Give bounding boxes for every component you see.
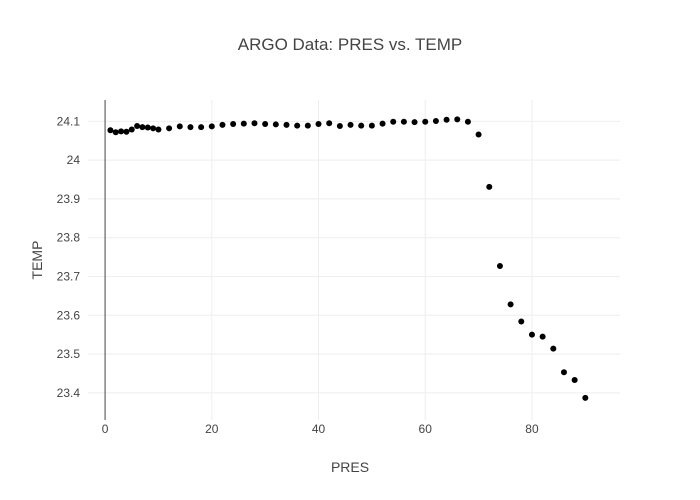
y-tick-label: 23.9 bbox=[57, 192, 81, 206]
x-tick-label: 40 bbox=[312, 422, 326, 436]
y-tick-label: 23.8 bbox=[57, 231, 81, 245]
data-point[interactable] bbox=[208, 123, 215, 130]
data-point[interactable] bbox=[326, 120, 333, 127]
data-point[interactable] bbox=[187, 124, 194, 131]
data-point[interactable] bbox=[176, 123, 183, 130]
y-tick-label: 23.7 bbox=[57, 269, 81, 283]
y-tick-label: 23.5 bbox=[57, 347, 81, 361]
data-point[interactable] bbox=[400, 118, 407, 125]
data-point[interactable] bbox=[166, 125, 173, 132]
data-point[interactable] bbox=[443, 116, 450, 123]
x-tick-label: 20 bbox=[205, 422, 219, 436]
data-point[interactable] bbox=[475, 131, 482, 138]
y-tick-label: 23.4 bbox=[57, 386, 81, 400]
data-point[interactable] bbox=[150, 125, 157, 132]
data-point[interactable] bbox=[294, 122, 301, 129]
data-point[interactable] bbox=[571, 377, 578, 384]
data-point[interactable] bbox=[528, 331, 535, 338]
data-point[interactable] bbox=[144, 124, 151, 131]
data-point[interactable] bbox=[539, 333, 546, 340]
y-tick-label: 24.1 bbox=[57, 114, 81, 128]
data-point[interactable] bbox=[139, 124, 146, 131]
data-point[interactable] bbox=[336, 122, 343, 129]
data-point[interactable] bbox=[262, 121, 269, 128]
data-point[interactable] bbox=[118, 128, 125, 135]
y-tick-label: 23.6 bbox=[57, 308, 81, 322]
chart-title: ARGO Data: PRES vs. TEMP bbox=[238, 35, 463, 54]
x-tick-label: 80 bbox=[525, 422, 539, 436]
data-point[interactable] bbox=[134, 122, 141, 129]
data-point[interactable] bbox=[507, 301, 514, 308]
data-point[interactable] bbox=[219, 121, 226, 128]
data-point[interactable] bbox=[432, 117, 439, 124]
data-point[interactable] bbox=[411, 119, 418, 126]
data-point[interactable] bbox=[550, 345, 557, 352]
x-tick-label: 0 bbox=[102, 422, 109, 436]
tick-labels: 23.4 23.5 23.6 23.7 23.8 23.9 24 24.1 0 20 40 60 80 bbox=[57, 114, 539, 436]
grid bbox=[88, 100, 620, 420]
data-point[interactable] bbox=[422, 118, 429, 125]
data-point[interactable] bbox=[379, 120, 386, 127]
data-point[interactable] bbox=[358, 122, 365, 129]
data-point[interactable] bbox=[123, 128, 130, 135]
data-point[interactable] bbox=[390, 118, 397, 125]
y-tick-label: 24 bbox=[67, 153, 81, 167]
data-point[interactable] bbox=[560, 369, 567, 376]
data-point[interactable] bbox=[283, 121, 290, 128]
data-point[interactable] bbox=[315, 121, 322, 128]
data-point[interactable] bbox=[198, 124, 205, 131]
data-point[interactable] bbox=[230, 121, 237, 128]
data-points bbox=[107, 116, 589, 401]
y-axis-title: TEMP bbox=[29, 241, 45, 280]
data-point[interactable] bbox=[155, 126, 162, 133]
x-tick-label: 60 bbox=[419, 422, 433, 436]
data-point[interactable] bbox=[368, 122, 375, 129]
x-axis-title: PRES bbox=[331, 459, 369, 475]
data-point[interactable] bbox=[251, 120, 258, 127]
data-point[interactable] bbox=[496, 263, 503, 270]
data-point[interactable] bbox=[454, 116, 461, 123]
data-point[interactable] bbox=[518, 318, 525, 325]
data-point[interactable] bbox=[347, 121, 354, 128]
data-point[interactable] bbox=[128, 126, 135, 133]
data-point[interactable] bbox=[240, 120, 247, 127]
data-point[interactable] bbox=[464, 118, 471, 125]
data-point[interactable] bbox=[582, 394, 589, 401]
data-point[interactable] bbox=[272, 121, 279, 128]
data-point[interactable] bbox=[112, 129, 119, 136]
data-point[interactable] bbox=[486, 183, 493, 190]
data-point[interactable] bbox=[107, 127, 114, 134]
data-point[interactable] bbox=[304, 122, 311, 129]
